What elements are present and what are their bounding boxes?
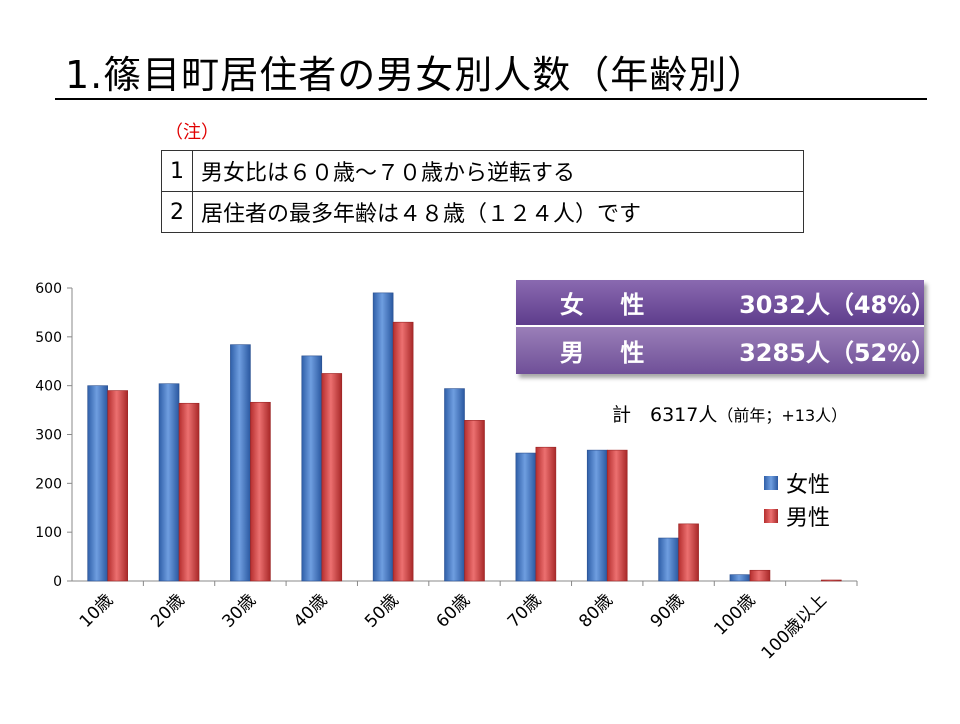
bar-female	[586, 449, 608, 582]
x-tick-label: 90歳	[647, 590, 688, 631]
bar-chart: 0 100 200 300 400 500 600 10歳 20歳 30歳 40歳 50歳 60歳 70歳…	[35, 281, 858, 664]
bar-female	[515, 452, 537, 582]
x-tick-label: 20歳	[147, 590, 188, 631]
y-tick-label: 400	[35, 379, 62, 395]
x-tick-label: 70歳	[504, 590, 545, 631]
y-tick-label: 600	[35, 281, 62, 297]
summary-female-label: 女 性	[560, 291, 659, 319]
chart-legend: 女性 男性	[764, 466, 830, 532]
x-tick-label: 100歳	[710, 590, 759, 639]
note-text: 男女比は６０歳～７０歳から逆転する	[192, 150, 804, 192]
legend-item-male: 男性	[764, 499, 830, 532]
x-tick-label: 30歳	[218, 590, 259, 631]
summary-female-value: 3032人（48%）	[739, 291, 936, 319]
bar-female	[87, 385, 108, 582]
y-tick-label: 200	[35, 476, 62, 492]
bar-female	[729, 574, 751, 582]
x-tick-label: 50歳	[361, 590, 402, 631]
bar-male	[392, 321, 414, 582]
chart-area: 0 100 200 300 400 500 600 10歳 20歳 30歳 40歳 50歳 60歳 70歳…	[0, 270, 960, 720]
bar-male	[749, 569, 771, 582]
note-number: 1	[161, 150, 193, 192]
bar-female	[301, 355, 323, 582]
y-tick-label: 500	[35, 330, 62, 346]
note-text: 居住者の最多年齢は４８歳（１２４人）です	[192, 191, 804, 233]
y-tick-label: 300	[35, 428, 62, 444]
notes-table: 1 男女比は６０歳～７０歳から逆転する 2 居住者の最多年齢は４８歳（１２４人）…	[161, 150, 804, 233]
legend-swatch-male	[764, 508, 778, 523]
bar-female	[230, 344, 251, 582]
summary-female-row: 女 性 3032人（48%）	[516, 280, 936, 327]
legend-swatch-female	[764, 475, 778, 490]
x-tick-label: 40歳	[290, 590, 331, 631]
note-number: 2	[161, 191, 193, 233]
y-tick-label: 0	[53, 574, 62, 590]
legend-label-male: 男性	[786, 505, 831, 531]
bar-male	[250, 401, 271, 582]
summary-box: 女 性 3032人（48%） 男 性 3285人（52%）	[516, 280, 936, 374]
x-tick-label: 10歳	[76, 590, 117, 631]
note-row: 1 男女比は６０歳～７０歳から逆転する	[161, 150, 804, 192]
bar-female	[658, 537, 679, 582]
bar-male	[321, 373, 343, 582]
bar-male	[107, 390, 128, 582]
bar-male	[678, 523, 699, 582]
bar-female	[372, 292, 394, 582]
bar-male	[464, 420, 485, 582]
bar-male	[535, 446, 557, 582]
total-main: 計 6317人	[612, 404, 718, 426]
bar-female	[158, 383, 180, 582]
legend-label-female: 女性	[786, 472, 831, 498]
bar-male	[606, 449, 628, 582]
summary-male-value: 3285人（52%）	[739, 339, 936, 367]
summary-male-row: 男 性 3285人（52%）	[516, 327, 936, 374]
summary-male-label: 男 性	[560, 339, 659, 367]
bar-male	[821, 579, 842, 582]
y-tick-label: 100	[35, 525, 62, 541]
total-previous-year: （前年；+13人）	[717, 406, 848, 425]
chart-bars	[87, 292, 842, 582]
note-row: 2 居住者の最多年齢は４８歳（１２４人）です	[161, 191, 804, 233]
bar-male	[178, 402, 200, 582]
x-tick-label: 60歳	[433, 590, 474, 631]
total-count: 計 6317人（前年；+13人）	[612, 400, 847, 427]
x-tick-label: 80歳	[575, 590, 616, 631]
legend-item-female: 女性	[764, 466, 830, 499]
note-label: （注）	[165, 122, 219, 143]
page-title: 1.篠目町居住者の男女別人数（年齢別）	[55, 52, 927, 100]
x-tick-label: 100歳以上	[758, 590, 831, 663]
bar-female	[444, 388, 465, 582]
